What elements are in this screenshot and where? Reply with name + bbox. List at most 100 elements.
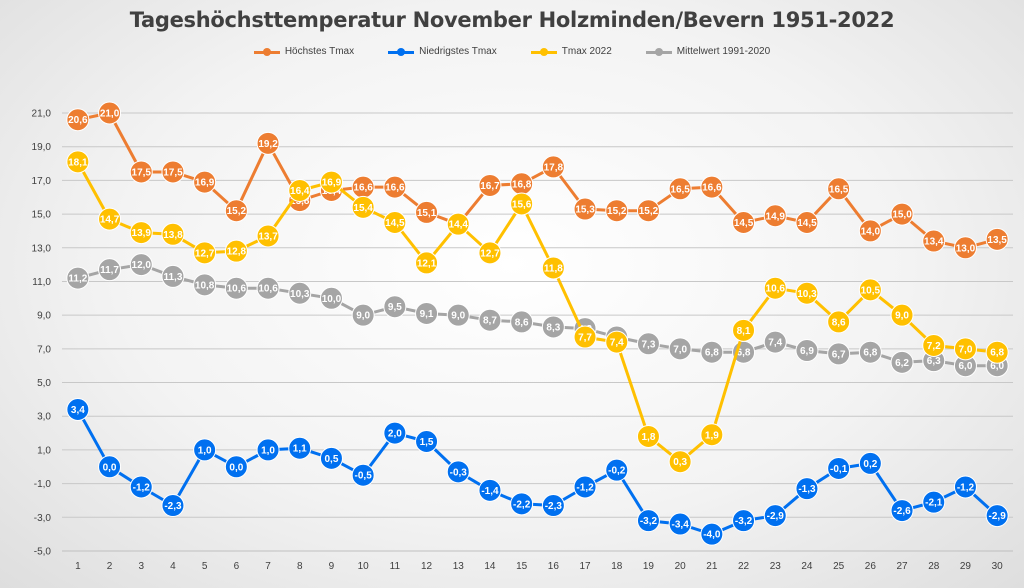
data-label: 16,6	[385, 183, 405, 194]
data-point	[129, 221, 153, 245]
data-label: 15,1	[417, 208, 437, 219]
data-point	[478, 478, 502, 502]
x-tick-label: 11	[390, 561, 401, 572]
data-point	[668, 177, 692, 201]
data-label: 15,4	[353, 203, 373, 214]
y-tick-label: 5,0	[37, 378, 51, 389]
data-label: 12,8	[227, 247, 247, 258]
data-label: -3,2	[735, 516, 753, 527]
x-tick-label: 28	[928, 561, 940, 572]
x-tick-label: 21	[706, 561, 718, 572]
data-label: 7,4	[768, 338, 782, 349]
data-label: 19,2	[258, 139, 278, 150]
x-tick-label: 23	[770, 561, 782, 572]
legend-marker-mittelwert	[645, 47, 672, 57]
data-label: 6,7	[832, 349, 846, 360]
x-tick-label: 15	[516, 561, 528, 572]
data-point	[319, 170, 343, 194]
x-tick-label: 1	[75, 561, 81, 572]
data-point	[383, 175, 407, 199]
data-label: 16,4	[290, 186, 310, 197]
data-point	[827, 310, 851, 334]
legend-label-hoechstes: Höchstes Tmax	[284, 46, 355, 57]
data-point	[763, 330, 787, 354]
data-label: -2,1	[925, 498, 943, 509]
chart-title: Tageshöchsttemperatur November Holzminde…	[129, 8, 895, 32]
data-label: 9,0	[356, 311, 370, 322]
data-label: 15,2	[227, 206, 247, 217]
data-label: 14,4	[449, 220, 469, 231]
x-tick-label: 25	[833, 561, 845, 572]
data-label: 14,5	[797, 218, 817, 229]
data-point	[193, 170, 217, 194]
data-label: -4,0	[703, 530, 721, 541]
data-point	[763, 276, 787, 300]
data-point	[668, 450, 692, 474]
data-point	[478, 308, 502, 332]
data-label: -2,2	[513, 499, 531, 510]
y-tick-label: 13,0	[32, 243, 52, 254]
y-tick-label: -3,0	[34, 513, 52, 524]
data-label: 8,3	[546, 322, 560, 333]
data-point	[288, 436, 312, 460]
data-label: -0,5	[355, 471, 373, 482]
data-point	[351, 463, 375, 487]
data-label: 13,7	[258, 231, 278, 242]
data-label: 11,3	[163, 272, 182, 283]
data-label: 6,8	[705, 348, 719, 359]
data-label: 10,0	[322, 294, 342, 305]
data-point	[415, 301, 439, 325]
data-point	[129, 160, 153, 184]
data-label: 10,8	[195, 280, 215, 291]
data-point	[795, 211, 819, 234]
data-label: 12,1	[417, 258, 437, 269]
data-label: 9,0	[895, 311, 909, 322]
data-label: 17,5	[132, 167, 152, 178]
x-tick-label: 19	[643, 561, 655, 572]
data-point	[890, 202, 914, 226]
series-tmax-2022: 18,1 14,7 13,9 13,8 12,7 12,8 13,7 16,4 16,9 15,4…	[66, 150, 1009, 474]
data-point	[573, 197, 597, 221]
data-point	[668, 512, 692, 536]
data-point	[351, 195, 375, 219]
legend-label-niedrigstes: Niedrigstes Tmax	[419, 46, 497, 57]
x-tick-label: 16	[548, 561, 560, 572]
data-point	[446, 303, 470, 327]
data-point	[224, 455, 248, 479]
data-point	[510, 310, 534, 334]
y-tick-label: 3,0	[37, 412, 51, 423]
data-label: 14,5	[734, 218, 754, 229]
data-point	[605, 458, 629, 482]
data-label: -1,4	[481, 486, 499, 497]
data-label: -2,3	[164, 501, 182, 512]
x-tick-label: 4	[170, 561, 176, 572]
data-label: 17,5	[163, 167, 183, 178]
data-point	[193, 273, 217, 297]
y-tick-label: 11,0	[32, 277, 51, 288]
data-point	[129, 475, 153, 499]
x-tick-label: 10	[358, 561, 370, 572]
data-point	[858, 451, 882, 475]
data-label: 17,8	[544, 162, 564, 173]
data-point	[256, 438, 280, 462]
data-label: -2,9	[989, 511, 1007, 522]
y-tick-label: 9,0	[37, 311, 51, 322]
data-label: 0,3	[673, 457, 687, 468]
data-point	[985, 227, 1009, 251]
data-point	[66, 150, 90, 174]
data-label: 7,7	[578, 333, 592, 344]
x-tick-label: 3	[138, 561, 144, 572]
data-label: 6,8	[737, 348, 751, 359]
y-tick-label: 7,0	[37, 344, 51, 355]
data-label: 13,0	[956, 243, 976, 254]
data-point	[478, 173, 502, 197]
data-point	[573, 325, 597, 349]
x-tick-label: 30	[992, 561, 1004, 572]
data-point	[605, 199, 629, 223]
data-label: 10,3	[797, 289, 817, 300]
x-tick-label: 27	[896, 561, 908, 572]
legend-item-hoechstes: Höchstes Tmax	[253, 46, 355, 57]
data-point	[129, 253, 153, 277]
data-point	[288, 281, 312, 305]
data-point	[98, 207, 122, 231]
